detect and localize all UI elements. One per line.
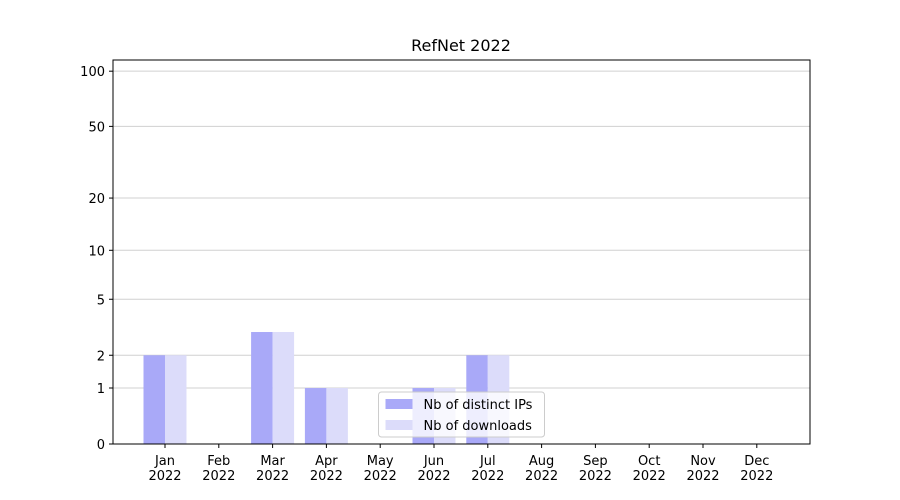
- legend-label: Nb of distinct IPs: [424, 398, 533, 413]
- x-tick-label: Dec 2022: [740, 454, 774, 484]
- x-tick-label: May 2022: [363, 454, 397, 484]
- x-tick-label: Feb 2022: [202, 454, 236, 484]
- y-tick-label: 50: [88, 120, 105, 135]
- legend-label: Nb of downloads: [424, 419, 533, 434]
- x-tick-label: Mar 2022: [256, 454, 290, 484]
- bar: [272, 332, 295, 444]
- y-tick-label: 20: [88, 192, 105, 207]
- y-tick-label: 5: [97, 293, 105, 308]
- bar: [304, 388, 327, 444]
- bar: [165, 355, 187, 444]
- x-tick-label: Aug 2022: [525, 454, 559, 484]
- x-tick-label: Jun 2022: [417, 454, 451, 484]
- bar: [251, 332, 273, 444]
- x-tick-label: Nov 2022: [686, 454, 720, 484]
- bar: [143, 355, 165, 444]
- legend-swatch: [385, 399, 413, 409]
- y-tick-label: 0: [97, 438, 105, 453]
- x-tick-label: Oct 2022: [632, 454, 666, 484]
- bar: [326, 388, 348, 444]
- y-tick-label: 100: [80, 65, 105, 80]
- legend-box: [378, 391, 545, 438]
- y-tick-label: 10: [88, 244, 105, 259]
- x-tick-label: Apr 2022: [309, 454, 343, 484]
- y-tick-label: 2: [97, 349, 105, 364]
- chart-title: RefNet 2022: [411, 36, 511, 55]
- y-tick-label: 1: [97, 382, 105, 397]
- x-tick-label: Jul 2022: [471, 454, 505, 484]
- plot-frame: [112, 59, 811, 445]
- x-tick-label: Sep 2022: [578, 454, 612, 484]
- legend-swatch: [385, 420, 413, 430]
- x-tick-label: Jan 2022: [148, 454, 182, 484]
